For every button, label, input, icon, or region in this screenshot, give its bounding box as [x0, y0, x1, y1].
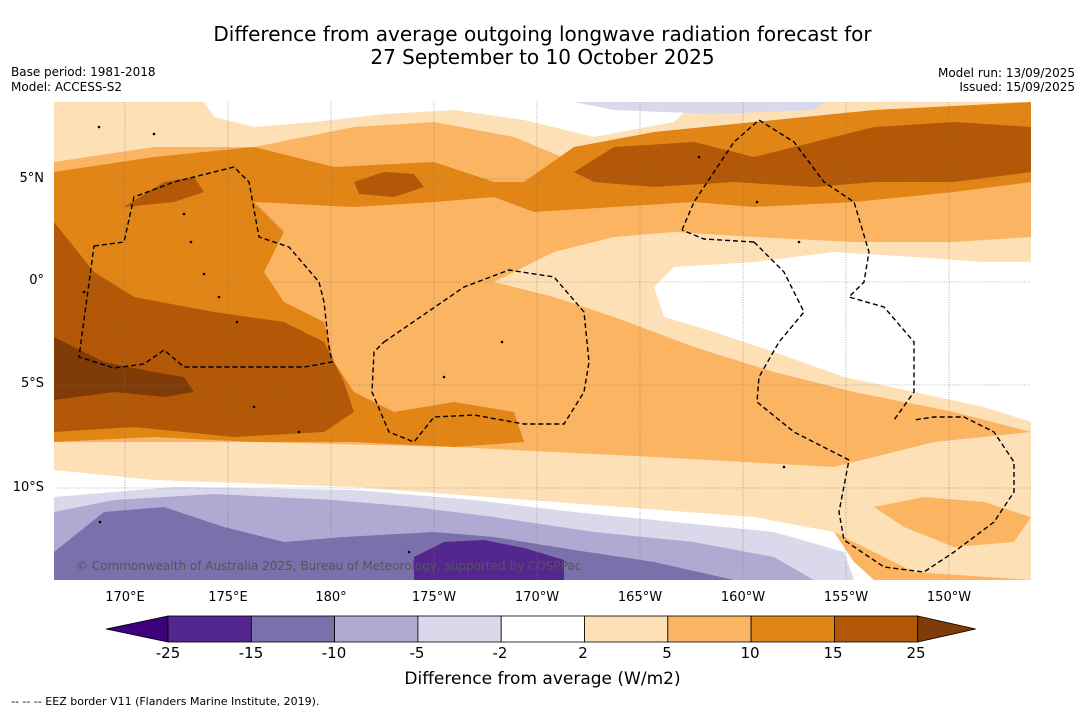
chart-title-line2: 27 September to 10 October 2025 — [370, 45, 715, 69]
colorbar-tick-label: -10 — [321, 644, 347, 662]
colorbar-extend-low — [106, 615, 169, 643]
colorbar-tick-label: -2 — [492, 644, 508, 662]
band-orange-south-east — [874, 497, 1031, 547]
colorbar-tick-label: 15 — [823, 644, 843, 662]
model-run: Model run: 13/09/2025 — [937, 66, 1075, 80]
gridlines — [54, 102, 1031, 580]
lon-label-160w: 160°W — [720, 590, 766, 605]
band-darkest-west — [54, 337, 194, 400]
lon-label-155w: 155°W — [823, 590, 869, 605]
colorbar-segment — [667, 615, 752, 643]
colorbar-tick-label: 10 — [740, 644, 760, 662]
colorbar-segment — [500, 615, 585, 643]
colorbar-tick-label: -5 — [409, 644, 425, 662]
model-name: Model: ACCESS-S2 — [11, 80, 123, 94]
colorbar-segment — [250, 615, 336, 643]
base-period: Base period: 1981-2018 — [11, 65, 156, 79]
colorbar-segment — [834, 615, 919, 643]
lat-label-5s: 5°S — [20, 376, 44, 391]
chart-title-line1: Difference from average outgoing longwav… — [213, 22, 872, 46]
colorbar-extend-high — [917, 615, 976, 643]
lon-label-150w: 150°W — [926, 590, 972, 605]
olr-anomaly-map — [54, 102, 1031, 580]
eez-borders — [78, 119, 1015, 573]
colorbar-tick-label: 5 — [662, 644, 672, 662]
colorbar-segment — [750, 615, 835, 643]
lat-label-10s: 10°S — [12, 480, 44, 495]
lon-label-170e: 170°E — [105, 590, 145, 605]
colorbar — [106, 615, 976, 643]
eez-footnote: -- -- -- EEZ border V11 (Flanders Marine… — [11, 695, 320, 708]
band-dark-north-west — [124, 177, 204, 207]
band-dark-north-small — [354, 172, 424, 197]
colorbar-tick-label: -15 — [238, 644, 264, 662]
colorbar-segment — [167, 615, 252, 643]
lon-label-170w: 170°W — [514, 590, 560, 605]
lon-label-175w: 175°W — [411, 590, 457, 605]
colorbar-segment — [334, 615, 419, 643]
lat-label-0: 0° — [29, 273, 44, 288]
issued-date: Issued: 15/09/2025 — [959, 80, 1075, 94]
band-lavender-north — [574, 102, 824, 114]
lon-label-165w: 165°W — [617, 590, 663, 605]
colorbar-tick-label: -25 — [155, 644, 181, 662]
colorbar-segment — [417, 615, 502, 643]
band-white-north — [204, 102, 694, 137]
lon-label-180: 180° — [315, 590, 347, 605]
colorbar-segment — [584, 615, 669, 643]
lat-label-5n: 5°N — [19, 171, 45, 186]
copyright-notice: © Commonwealth of Australia 2025, Bureau… — [76, 559, 582, 573]
colorbar-tick-label: 2 — [578, 644, 588, 662]
band-orange-north — [54, 102, 1031, 222]
colorbar-title: Difference from average (W/m2) — [404, 669, 681, 689]
island-markers — [82, 125, 801, 554]
band-white-east — [654, 252, 1031, 422]
lon-label-175e: 175°E — [208, 590, 248, 605]
band-darkpurple-south — [414, 540, 564, 580]
colorbar-tick-label: 25 — [906, 644, 926, 662]
